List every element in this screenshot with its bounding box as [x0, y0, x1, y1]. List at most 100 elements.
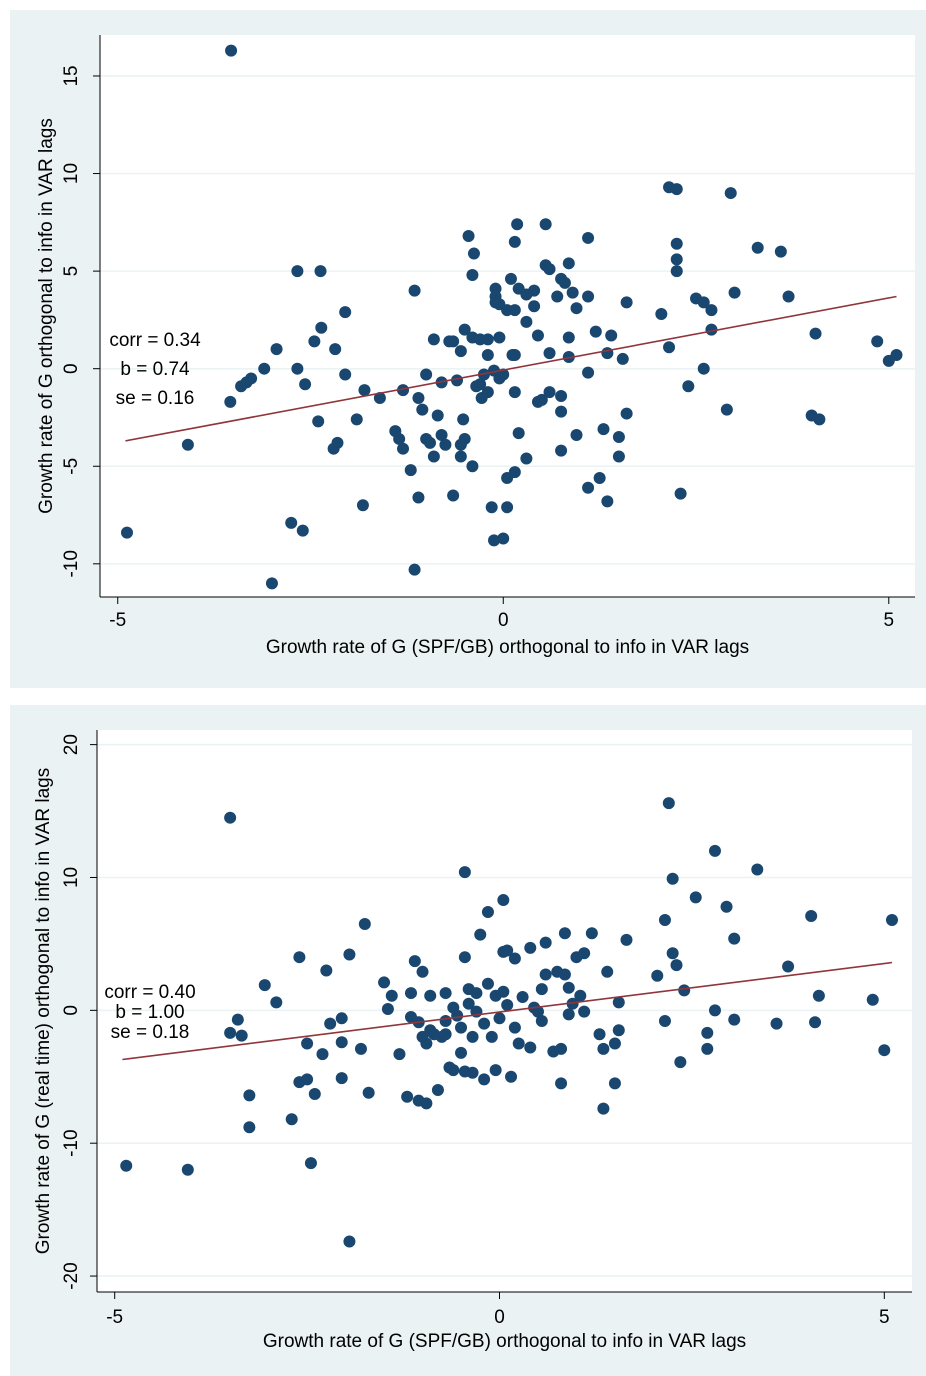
point [231, 1013, 244, 1026]
point [466, 1030, 479, 1043]
point [562, 257, 575, 270]
point [666, 872, 679, 885]
point [751, 863, 764, 876]
point [497, 532, 510, 545]
point [373, 391, 386, 404]
point [585, 927, 598, 940]
y-axis-label: Growth rate of G orthogonal to info in V… [36, 118, 57, 514]
point [427, 333, 440, 346]
point [612, 1024, 625, 1037]
point [663, 341, 676, 354]
point [601, 347, 614, 360]
point [539, 218, 552, 231]
point [570, 429, 583, 442]
point [555, 390, 568, 403]
point [582, 481, 595, 494]
point [601, 495, 614, 508]
point [620, 933, 633, 946]
point [416, 403, 429, 416]
annotation: b = 0.74 [120, 359, 190, 380]
point [728, 932, 741, 945]
point [304, 1157, 317, 1170]
point [505, 1070, 518, 1083]
point [324, 1017, 337, 1030]
point [447, 489, 460, 502]
point [401, 1090, 414, 1103]
point [885, 913, 898, 926]
point [270, 996, 283, 1009]
y-tick-label: -5 [61, 458, 82, 475]
point [689, 891, 702, 904]
point [608, 1037, 621, 1050]
point [420, 1037, 433, 1050]
point [605, 329, 618, 342]
x-tick-label: 0 [494, 1307, 505, 1328]
point [508, 386, 521, 399]
point [412, 391, 425, 404]
point [224, 395, 237, 408]
point [520, 315, 533, 328]
point [416, 965, 429, 978]
point [555, 444, 568, 457]
point [501, 944, 514, 957]
point [320, 964, 333, 977]
point [478, 1017, 491, 1030]
annotation: b = 1.00 [115, 1002, 184, 1023]
point [235, 1029, 248, 1042]
point [658, 1014, 671, 1027]
point [439, 1028, 452, 1041]
point [770, 1017, 783, 1030]
point [555, 405, 568, 418]
point [335, 1012, 348, 1025]
point [466, 1066, 479, 1079]
point [562, 981, 575, 994]
point [812, 989, 825, 1002]
point [555, 1042, 568, 1055]
point [120, 526, 133, 539]
point [462, 997, 475, 1010]
x-tick-label: -5 [109, 610, 126, 631]
point [708, 1004, 721, 1017]
point [381, 1003, 394, 1016]
point [531, 329, 544, 342]
point [493, 331, 506, 344]
point [543, 263, 556, 276]
point [378, 976, 391, 989]
point [511, 218, 524, 231]
point [516, 991, 529, 1004]
point [701, 1042, 714, 1055]
point [343, 1235, 356, 1248]
point [612, 450, 625, 463]
point [393, 1048, 406, 1061]
point [670, 253, 683, 266]
y-tick-label: -10 [61, 550, 82, 577]
point [420, 368, 433, 381]
point [697, 296, 710, 309]
y-tick-label: 0 [61, 1005, 82, 1016]
point [708, 844, 721, 857]
point [612, 430, 625, 443]
point [265, 577, 278, 590]
point [524, 941, 537, 954]
point [329, 343, 342, 356]
point [447, 335, 460, 348]
point [331, 436, 344, 449]
point [670, 959, 683, 972]
point [356, 499, 369, 512]
point [489, 1064, 502, 1077]
point [782, 290, 795, 303]
point [270, 343, 283, 356]
point [543, 347, 556, 360]
point [285, 516, 298, 529]
point [555, 1077, 568, 1090]
annotation: se = 0.16 [116, 388, 195, 409]
y-tick-label: 0 [61, 363, 82, 374]
point [296, 524, 309, 537]
y-tick-label: -10 [61, 1129, 82, 1156]
point [562, 350, 575, 363]
annotation: corr = 0.34 [109, 330, 201, 351]
point [454, 345, 467, 358]
point [439, 987, 452, 1000]
